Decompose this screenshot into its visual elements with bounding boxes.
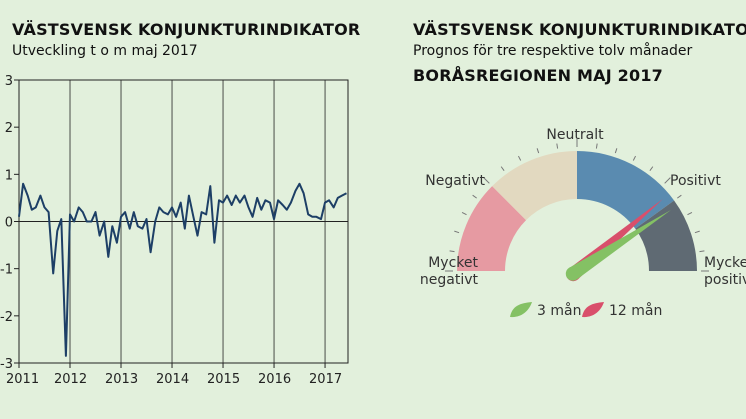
x-tick-label: 2013 <box>105 372 138 387</box>
legend-swatch <box>582 302 604 318</box>
gauge-tick <box>687 211 693 216</box>
gauge-tick <box>461 211 467 216</box>
y-tick-label: 2 <box>5 121 13 136</box>
y-tick-label: -2 <box>0 310 13 325</box>
gauge-tick <box>632 155 637 161</box>
right-chart-subtitle: Prognos för tre respektive tolv månader <box>413 43 693 59</box>
segment-negativt <box>492 151 577 221</box>
right-chart-title: VÄSTSVENSK KONJUNKTURINDIKATOR <box>413 20 746 39</box>
indicator-line <box>18 182 347 357</box>
gauge-tick <box>699 250 705 253</box>
gauge-tick <box>677 194 682 199</box>
y-tick-label: 0 <box>5 216 13 231</box>
x-tick-label: 2012 <box>54 372 87 387</box>
legend-swatch <box>510 302 532 318</box>
left-chart-title: VÄSTSVENSK KONJUNKTURINDIKATOR <box>12 20 361 39</box>
gauge-chart-panel: VÄSTSVENSK KONJUNKTURINDIKATOR Prognos f… <box>372 0 746 419</box>
gauge-tick <box>536 148 540 154</box>
gauge-tick <box>556 143 559 149</box>
gauge-tick <box>500 166 505 171</box>
x-tick-label: 2017 <box>309 372 342 387</box>
gauge-tick <box>694 230 700 234</box>
x-tick-label: 2011 <box>6 372 39 387</box>
gauge-tick <box>449 250 455 253</box>
x-tick-label: 2015 <box>207 372 240 387</box>
y-tick-label: -3 <box>0 357 13 372</box>
y-tick-label: 1 <box>5 168 13 183</box>
gauge-tick <box>614 148 618 154</box>
y-tick-label: -1 <box>0 263 13 278</box>
label-mycket-negativt: negativt <box>420 272 479 288</box>
needle-hub <box>565 266 580 281</box>
gauge-tick <box>517 155 522 161</box>
label-neutralt: Neutralt <box>546 127 604 143</box>
left-chart-subtitle: Utveckling t o m maj 2017 <box>12 43 198 59</box>
label-mycket-negativt: Mycket <box>428 255 478 271</box>
gauge-tick <box>483 177 490 184</box>
gauge-tick <box>454 230 460 234</box>
gauge-tick <box>649 166 654 171</box>
y-tick-label: 3 <box>5 74 13 89</box>
gauge-chart: MycketnegativtNegativtNeutraltPositivtMy… <box>420 127 746 319</box>
gauge-tick <box>664 177 671 184</box>
needle <box>568 210 671 280</box>
segment-mycket-positivt <box>635 200 697 271</box>
gauge-tick <box>472 194 477 199</box>
x-tick-label: 2014 <box>156 372 189 387</box>
legend-label: 3 mån <box>537 302 581 319</box>
label-positivt: Positivt <box>670 173 721 189</box>
region-title: BORÅSREGIONEN MAJ 2017 <box>413 66 664 85</box>
gauge-tick <box>595 143 598 149</box>
legend-label: 12 mån <box>609 302 662 319</box>
label-mycket-positivt: Mycket <box>704 255 746 271</box>
label-negativt: Negativt <box>425 173 485 189</box>
label-mycket-positivt: positivt <box>704 272 746 288</box>
x-tick-label: 2016 <box>258 372 291 387</box>
segment-mycket-negativt <box>457 186 527 271</box>
line-chart-panel: VÄSTSVENSK KONJUNKTURINDIKATOR Utvecklin… <box>0 0 372 419</box>
